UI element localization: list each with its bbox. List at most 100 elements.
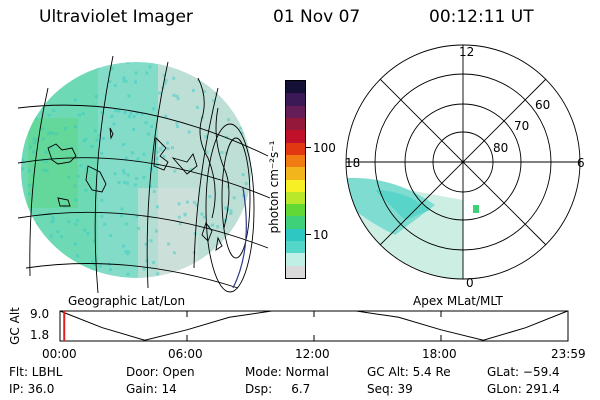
uv-pixel bbox=[41, 127, 45, 131]
polar-grid bbox=[345, 44, 581, 280]
color-tick-10: 10 bbox=[313, 228, 329, 242]
uv-pixel bbox=[85, 167, 89, 171]
door-status: Door: Open bbox=[126, 365, 195, 379]
uv-pixel bbox=[172, 76, 176, 80]
uv-pixel bbox=[97, 133, 101, 137]
uv-pixel bbox=[149, 184, 152, 188]
uv-pixel bbox=[140, 112, 144, 116]
uv-pixel bbox=[214, 80, 218, 84]
emission-spot bbox=[473, 205, 479, 213]
uv-pixel bbox=[234, 249, 238, 253]
uv-pixel bbox=[240, 131, 244, 135]
uv-pixel bbox=[227, 118, 231, 122]
uv-pixel bbox=[162, 154, 166, 158]
uv-pixel bbox=[195, 105, 199, 109]
uv-pixel bbox=[137, 226, 141, 230]
uv-pixel bbox=[145, 259, 149, 263]
uv-pixel bbox=[164, 79, 168, 82]
uv-pixel bbox=[133, 183, 137, 187]
uv-pixel bbox=[24, 233, 28, 236]
uv-pixel bbox=[44, 150, 48, 154]
uv-pixel bbox=[120, 207, 124, 211]
uv-pixel bbox=[142, 152, 146, 156]
uv-pixel bbox=[216, 66, 220, 70]
uv-pixel bbox=[145, 71, 149, 75]
coastlines bbox=[47, 77, 230, 251]
uv-pixel bbox=[94, 95, 98, 98]
uv-pixel bbox=[59, 68, 63, 72]
uv-pixel bbox=[52, 109, 56, 113]
mlat-label-70: 70 bbox=[514, 119, 529, 133]
uv-pixel bbox=[110, 114, 114, 118]
color-swatch bbox=[286, 204, 305, 217]
uv-pixel bbox=[113, 172, 117, 176]
orbit-xtick-3: 18:00 bbox=[422, 347, 457, 361]
uv-pixel bbox=[51, 216, 55, 219]
uv-pixel bbox=[218, 273, 222, 276]
uv-pixel bbox=[175, 94, 179, 98]
uv-pixel bbox=[152, 189, 156, 193]
uv-pixel bbox=[67, 176, 70, 180]
uv-pixel bbox=[155, 157, 159, 160]
color-swatch bbox=[286, 93, 305, 106]
dsp-status: Dsp: 6.7 bbox=[245, 382, 311, 396]
uv-pixel bbox=[130, 151, 134, 155]
magnetic-caption: Apex MLat/MLT bbox=[413, 294, 503, 308]
uv-pixel bbox=[51, 62, 55, 66]
uv-pixel bbox=[108, 79, 112, 83]
time-label: 00:12:11 UT bbox=[429, 7, 534, 27]
uv-pixel bbox=[152, 261, 156, 264]
uv-pixel bbox=[60, 235, 64, 239]
uv-pixel bbox=[95, 138, 99, 142]
uv-pixel bbox=[34, 116, 38, 120]
color-swatch bbox=[286, 105, 305, 118]
uv-pixel bbox=[176, 125, 179, 129]
uv-pixel bbox=[195, 203, 199, 207]
mlt-label-12: 12 bbox=[459, 45, 474, 59]
uv-pixel bbox=[183, 63, 186, 67]
uv-pixel bbox=[76, 268, 80, 272]
uv-pixel bbox=[144, 242, 148, 246]
color-scale-strip bbox=[285, 80, 306, 279]
uv-pixel bbox=[78, 113, 81, 117]
uv-pixel bbox=[149, 239, 153, 243]
uv-pixel bbox=[135, 177, 139, 181]
uv-pixel bbox=[148, 65, 152, 69]
uv-pixel bbox=[86, 231, 90, 235]
uv-pixel bbox=[40, 75, 44, 78]
color-tick-100: 100 bbox=[313, 141, 336, 155]
uv-pixel bbox=[126, 250, 130, 254]
uv-pixel bbox=[21, 275, 25, 278]
uv-pixel bbox=[125, 181, 129, 185]
uv-pixel bbox=[100, 214, 104, 218]
uv-pixel bbox=[195, 74, 199, 78]
uv-pixel bbox=[175, 121, 179, 125]
uv-pixel bbox=[26, 94, 30, 97]
mlt-label-0: 0 bbox=[466, 276, 474, 290]
uv-pixel bbox=[189, 168, 193, 172]
uv-pixel bbox=[60, 276, 64, 278]
uv-pixel bbox=[134, 80, 137, 84]
uv-pixel bbox=[21, 159, 24, 163]
uv-pixel bbox=[27, 169, 31, 173]
uv-pixel bbox=[76, 174, 80, 178]
uv-pixel bbox=[211, 223, 214, 227]
color-swatch bbox=[286, 130, 305, 143]
uv-pixel bbox=[136, 157, 140, 161]
uv-pixel bbox=[39, 91, 43, 95]
color-swatch bbox=[286, 154, 305, 168]
color-swatch bbox=[286, 81, 305, 94]
uv-pixel bbox=[34, 223, 38, 227]
uv-pixel bbox=[83, 228, 87, 232]
uv-pixel bbox=[73, 98, 77, 102]
uv-pixel bbox=[124, 250, 128, 254]
uv-pixel bbox=[21, 167, 24, 171]
uv-pixel bbox=[220, 151, 224, 155]
color-swatch bbox=[286, 253, 305, 266]
uv-pixel bbox=[202, 215, 206, 219]
uv-pixel bbox=[232, 196, 236, 200]
uv-pixel bbox=[167, 242, 171, 246]
uv-pixel bbox=[239, 126, 243, 130]
uv-pixel bbox=[159, 148, 163, 152]
color-tick-mark bbox=[306, 234, 311, 235]
